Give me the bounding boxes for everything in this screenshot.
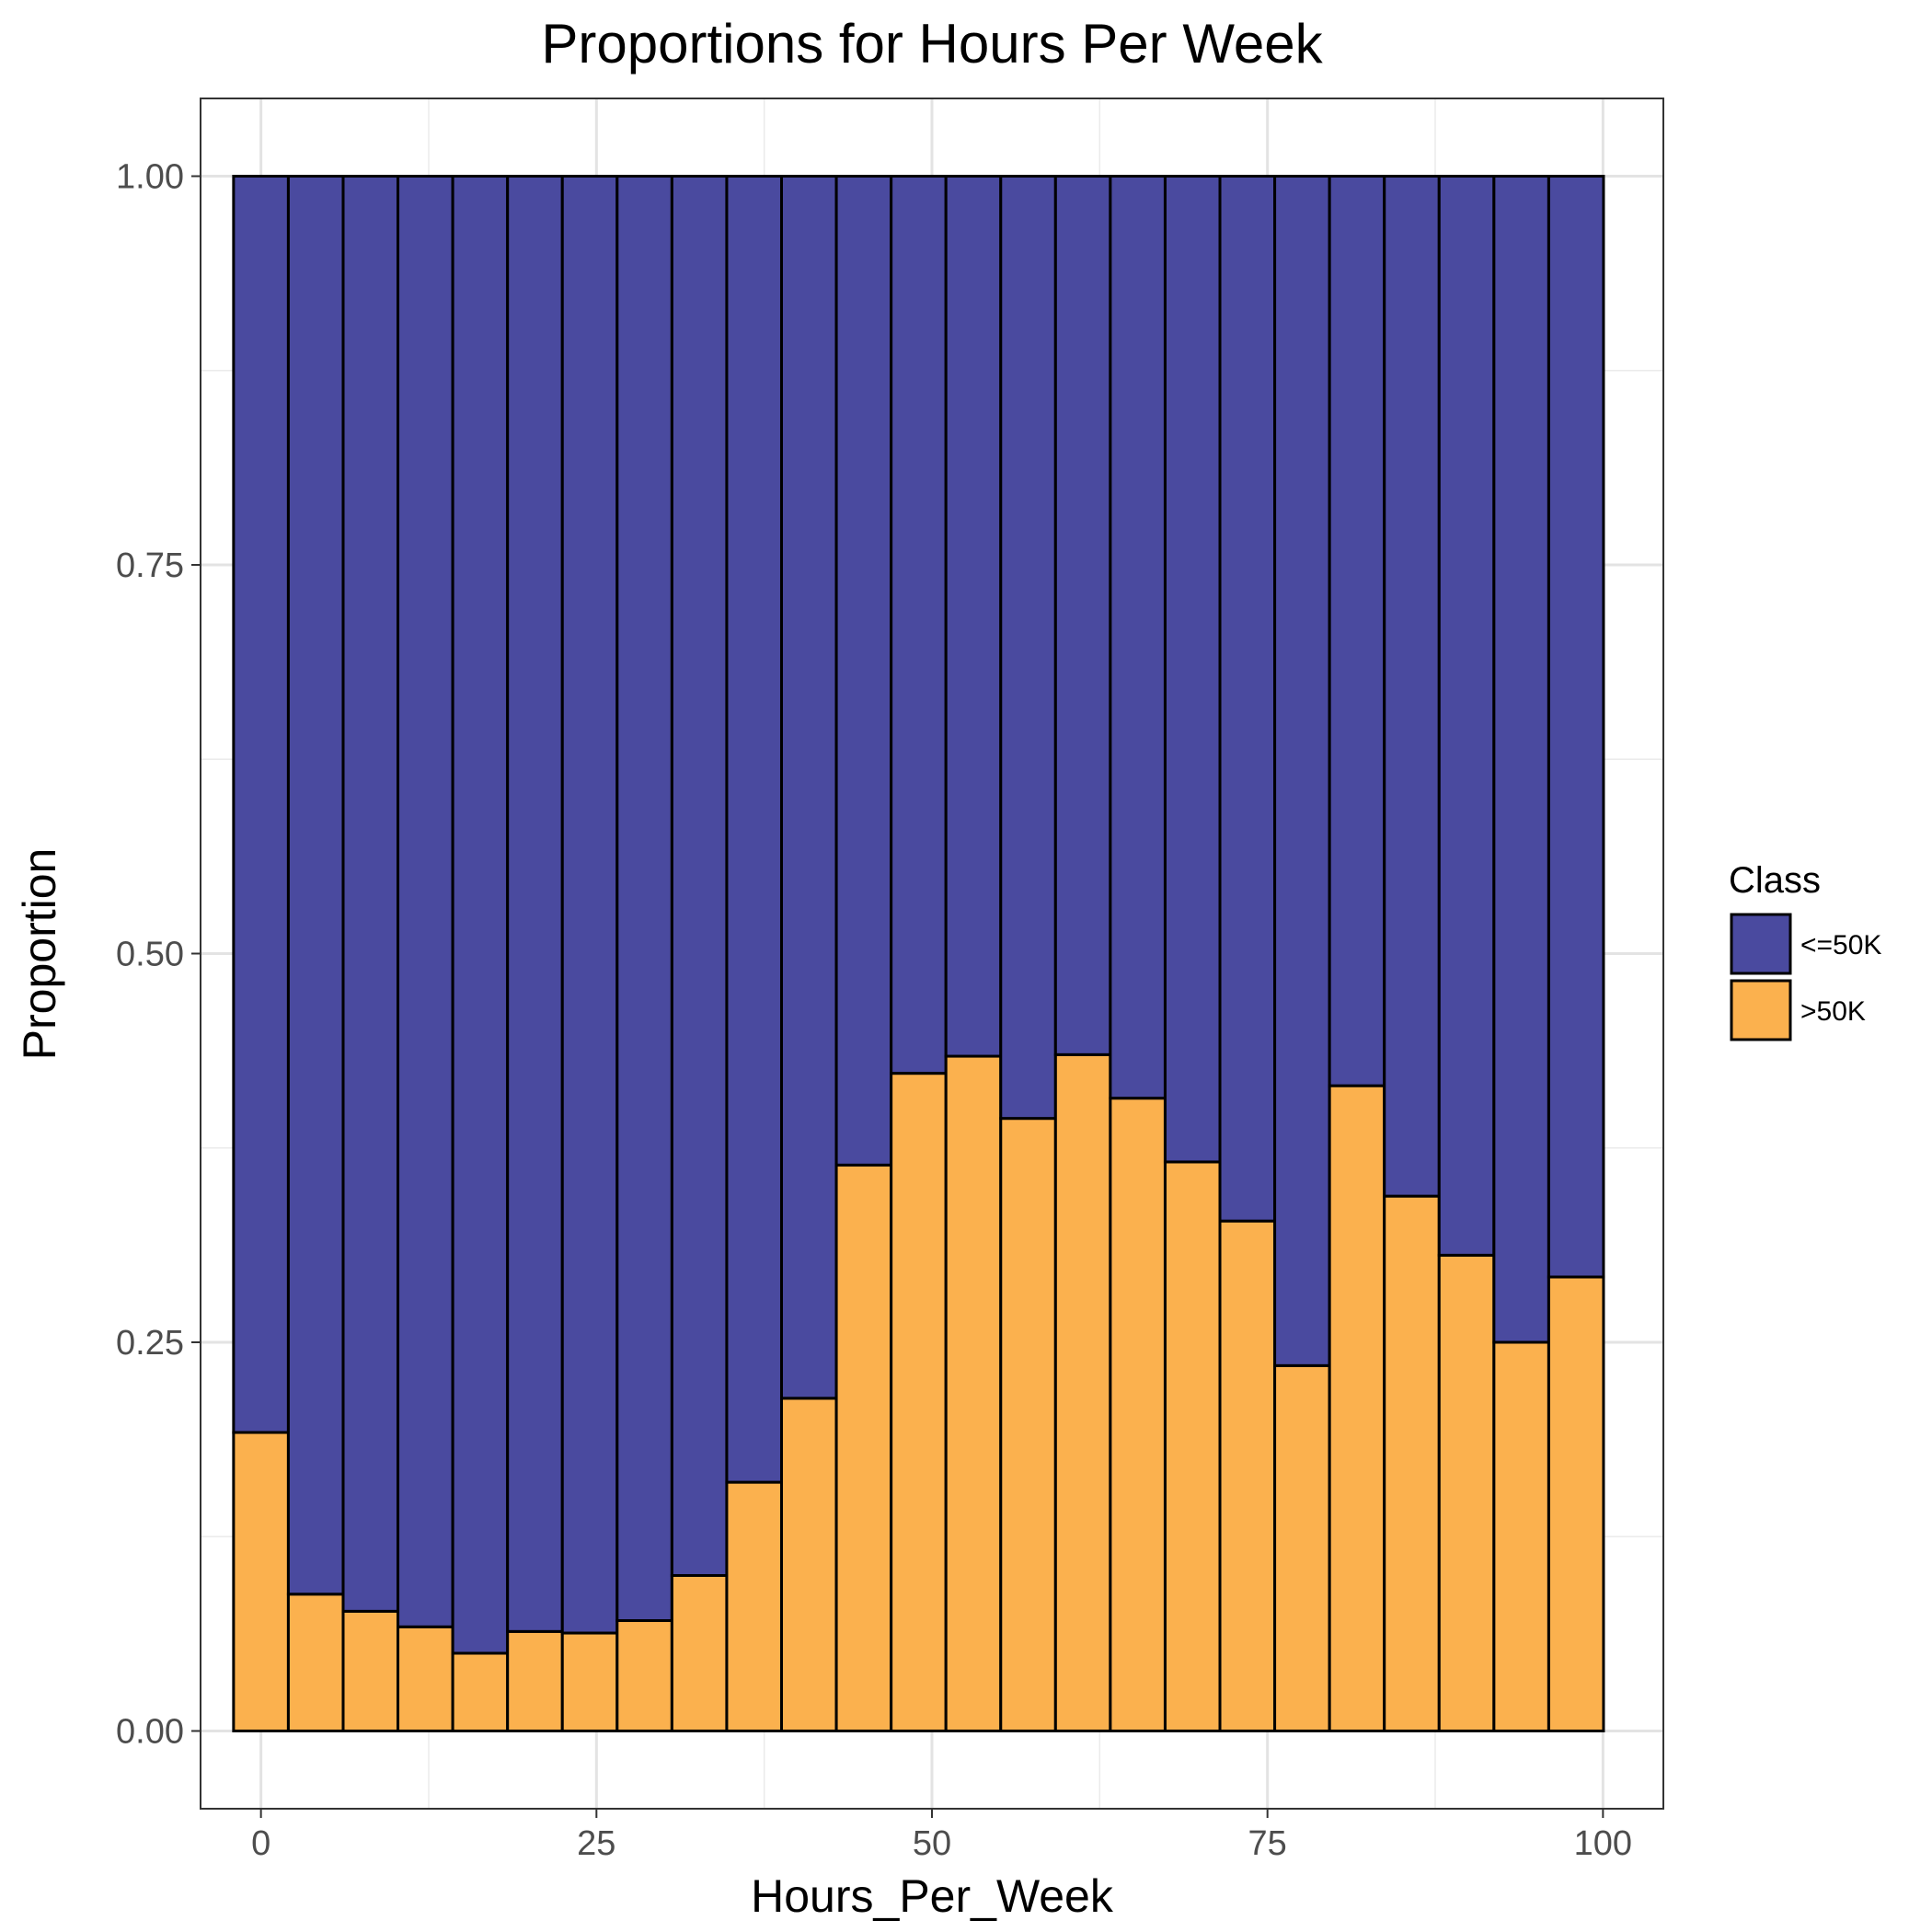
bar-gt50k xyxy=(1218,1219,1277,1733)
bar-gt50k xyxy=(232,1431,290,1733)
bar-le50k xyxy=(725,175,783,1484)
y-axis-title: Proportion xyxy=(14,848,65,1061)
bar-gt50k xyxy=(1547,1275,1605,1733)
bar-gt50k xyxy=(1163,1160,1222,1732)
bar-gt50k xyxy=(779,1397,838,1732)
bar-gt50k xyxy=(506,1629,564,1732)
bar-gt50k xyxy=(944,1054,1003,1733)
bar-gt50k xyxy=(1273,1363,1331,1732)
bar-le50k xyxy=(1328,175,1386,1087)
bar-le50k xyxy=(1437,175,1496,1257)
bar-gt50k xyxy=(560,1631,619,1733)
bar-le50k xyxy=(1273,175,1331,1367)
bar-le50k xyxy=(341,175,400,1613)
bar-gt50k xyxy=(1053,1052,1112,1732)
bar-gt50k xyxy=(725,1480,783,1732)
bar-gt50k xyxy=(1437,1253,1496,1732)
bar-gt50k xyxy=(1492,1340,1550,1732)
bar-le50k xyxy=(232,175,290,1434)
bar-gt50k xyxy=(451,1651,510,1732)
bar-le50k xyxy=(999,175,1057,1121)
bar-le50k xyxy=(615,175,673,1623)
x-tick-label: 100 xyxy=(1574,1824,1632,1863)
bar-le50k xyxy=(944,175,1003,1058)
bar-le50k xyxy=(1383,175,1441,1198)
x-tick-label: 0 xyxy=(251,1824,270,1863)
bar-le50k xyxy=(1053,175,1112,1056)
bar-gt50k xyxy=(670,1574,729,1732)
bar-le50k xyxy=(779,175,838,1400)
chart-title: Proportions for Hours Per Week xyxy=(541,13,1323,75)
y-tick-label: 0.00 xyxy=(116,1713,184,1752)
bar-gt50k xyxy=(1328,1084,1386,1732)
bar-gt50k xyxy=(615,1619,673,1733)
bar-le50k xyxy=(670,175,729,1577)
legend-key-gt50k xyxy=(1730,979,1792,1041)
bar-gt50k xyxy=(834,1163,893,1732)
bar-le50k xyxy=(1492,175,1550,1344)
y-tick-label: 0.25 xyxy=(116,1324,184,1363)
bar-le50k xyxy=(890,175,948,1075)
bar-le50k xyxy=(560,175,619,1635)
x-tick-label: 25 xyxy=(577,1824,615,1863)
bar-gt50k xyxy=(397,1625,454,1733)
bar-le50k xyxy=(286,175,345,1596)
legend-title: Class xyxy=(1729,860,1821,901)
legend: Class <=50K >50K xyxy=(1729,860,1881,1041)
legend-label-gt50k: >50K xyxy=(1800,996,1866,1027)
legend-key-le50k xyxy=(1730,913,1792,975)
bar-le50k xyxy=(1218,175,1277,1223)
bar-gt50k xyxy=(286,1593,345,1733)
y-tick-label: 0.50 xyxy=(116,936,184,974)
bar-le50k xyxy=(1109,175,1167,1100)
bar-le50k xyxy=(1547,175,1605,1279)
bar-le50k xyxy=(834,175,893,1167)
x-axis-title: Hours_Per_Week xyxy=(751,1870,1114,1922)
bar-gt50k xyxy=(341,1609,400,1732)
bar-gt50k xyxy=(890,1072,948,1732)
plot-area: 0.00 0.25 0.50 0.75 1.00 0 25 50 75 100 xyxy=(116,98,1664,1863)
bar-gt50k xyxy=(999,1117,1057,1732)
y-tick-label: 0.75 xyxy=(116,546,184,585)
bar-le50k xyxy=(451,175,510,1655)
bar-le50k xyxy=(506,175,564,1633)
y-tick-label: 1.00 xyxy=(116,158,184,197)
x-tick-label: 50 xyxy=(913,1824,951,1863)
x-tick-label: 75 xyxy=(1248,1824,1287,1863)
legend-label-le50k: <=50K xyxy=(1800,930,1881,960)
bar-gt50k xyxy=(1109,1097,1167,1733)
bar-le50k xyxy=(397,175,454,1628)
bar-le50k xyxy=(1163,175,1222,1164)
bar-gt50k xyxy=(1383,1194,1441,1732)
